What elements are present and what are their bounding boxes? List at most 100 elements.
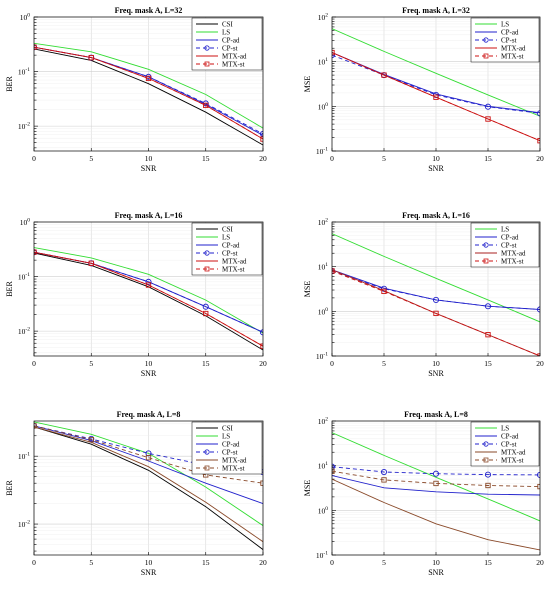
x-tick-label: 0 (330, 154, 334, 163)
x-tick-label: 10 (432, 558, 440, 567)
data-point-marker (433, 310, 439, 317)
legend-label: CP-ad (222, 441, 240, 449)
x-tick-label: 20 (536, 359, 544, 368)
x-tick-label: 0 (330, 558, 334, 567)
legend-label: CSI (222, 226, 234, 234)
data-point-marker (145, 282, 152, 288)
data-point-marker (88, 437, 94, 443)
legend-marker (483, 457, 489, 463)
legend-label: LS (501, 425, 509, 433)
x-axis-label: SNR (141, 568, 157, 577)
series-line-ls (34, 421, 263, 526)
data-point-marker (432, 296, 440, 303)
data-point-marker (203, 102, 209, 109)
y-tick-label: 10-1 (18, 67, 30, 77)
legend-marker (204, 465, 210, 471)
series-group (332, 28, 540, 144)
x-tick-label: 15 (202, 359, 210, 368)
y-tick-label: 100 (318, 506, 329, 516)
x-tick-label: 0 (32, 359, 36, 368)
chart-title: Freq. mask A, L=32 (115, 6, 183, 15)
series-line-ls (332, 28, 540, 117)
series-line-mtx-st (332, 470, 540, 488)
x-axis-label: SNR (141, 164, 157, 173)
legend-label: CP-st (222, 449, 238, 457)
chart-title: Freq. mask A, L=16 (115, 211, 183, 220)
series-line-cp-st (332, 270, 540, 310)
data-point-marker (332, 268, 335, 274)
legend-label: MTX-ad (501, 250, 526, 258)
x-tick-label: 10 (145, 558, 153, 567)
y-tick-label: 10-2 (18, 122, 30, 132)
chart-title: Freq. mask A, L=8 (117, 410, 181, 419)
data-point-marker (145, 455, 152, 461)
data-point-marker (145, 278, 152, 285)
x-tick-label: 5 (382, 154, 386, 163)
data-point-marker (536, 306, 540, 313)
y-axis-label: BER (5, 281, 14, 297)
chart-title: Freq. mask A, L=16 (402, 211, 470, 220)
legend-box (191, 17, 263, 71)
legend-label: CSI (222, 21, 234, 29)
x-tick-label: 15 (484, 558, 492, 567)
series-line-mtx-st (34, 46, 263, 140)
y-tick-label: 10-2 (18, 327, 30, 337)
data-point-marker (88, 54, 94, 61)
x-tick-label: 10 (145, 359, 153, 368)
legend-label: MTX-ad (222, 457, 247, 465)
legend-label: CP-st (501, 441, 517, 449)
legend-marker (483, 258, 489, 264)
series-group (332, 432, 540, 551)
y-tick-label: 100 (318, 307, 329, 317)
legend-label: LS (222, 433, 230, 441)
y-tick-label: 10-1 (316, 352, 328, 362)
x-tick-label: 5 (89, 359, 93, 368)
y-tick-label: 100 (318, 102, 329, 112)
legend-box (191, 222, 263, 276)
series-line-csi (34, 48, 263, 146)
legend-marker (204, 449, 210, 455)
y-tick-label: 101 (318, 57, 329, 67)
legend-label: CP-ad (501, 433, 519, 441)
chart-panel-6: 0 5 10 15 20 102 101 100 10-1 Freq. mask A, L=8 SN… (303, 410, 544, 577)
data-point-marker (381, 72, 387, 78)
y-tick-label: 100 (20, 218, 31, 228)
data-point-marker (202, 303, 209, 310)
chart-title: Freq. mask A, L=32 (402, 6, 470, 15)
legend-label: LS (222, 29, 230, 37)
legend-label: LS (501, 21, 509, 29)
legend-label: LS (222, 234, 230, 242)
y-axis-label: BER (5, 76, 14, 92)
data-point-marker (433, 480, 439, 487)
legend-label: MTX-ad (501, 449, 526, 457)
series-line-csi (34, 426, 263, 550)
y-axis-label: MSE (303, 480, 312, 497)
series-line-mtx-st (332, 52, 540, 142)
legend-box (191, 421, 263, 475)
y-tick-label: 10-1 (18, 452, 30, 462)
y-tick-label: 10-1 (18, 272, 30, 282)
data-point-marker (485, 332, 491, 338)
series-line-mtx-st (34, 425, 263, 484)
x-tick-label: 20 (259, 154, 267, 163)
chart-panel-2: 0 5 10 15 20 102 101 100 10-1 Freq. mask A, L=32 S… (303, 6, 544, 173)
x-tick-label: 20 (259, 558, 267, 567)
y-axis-label: MSE (303, 76, 312, 93)
chart-title: Freq. mask A, L=8 (404, 410, 468, 419)
data-point-marker (433, 94, 439, 100)
x-tick-label: 15 (202, 154, 210, 163)
data-point-marker (332, 468, 335, 474)
legend-label: CSI (222, 425, 234, 433)
legend-label: CP-st (501, 242, 517, 250)
legend-label: MTX-ad (222, 53, 247, 61)
x-tick-label: 0 (330, 359, 334, 368)
series-line-ls (34, 42, 263, 129)
data-point-marker (145, 75, 152, 82)
x-tick-label: 10 (145, 154, 153, 163)
data-point-marker (34, 249, 37, 255)
legend-label: LS (501, 226, 509, 234)
legend-marker (204, 250, 210, 256)
